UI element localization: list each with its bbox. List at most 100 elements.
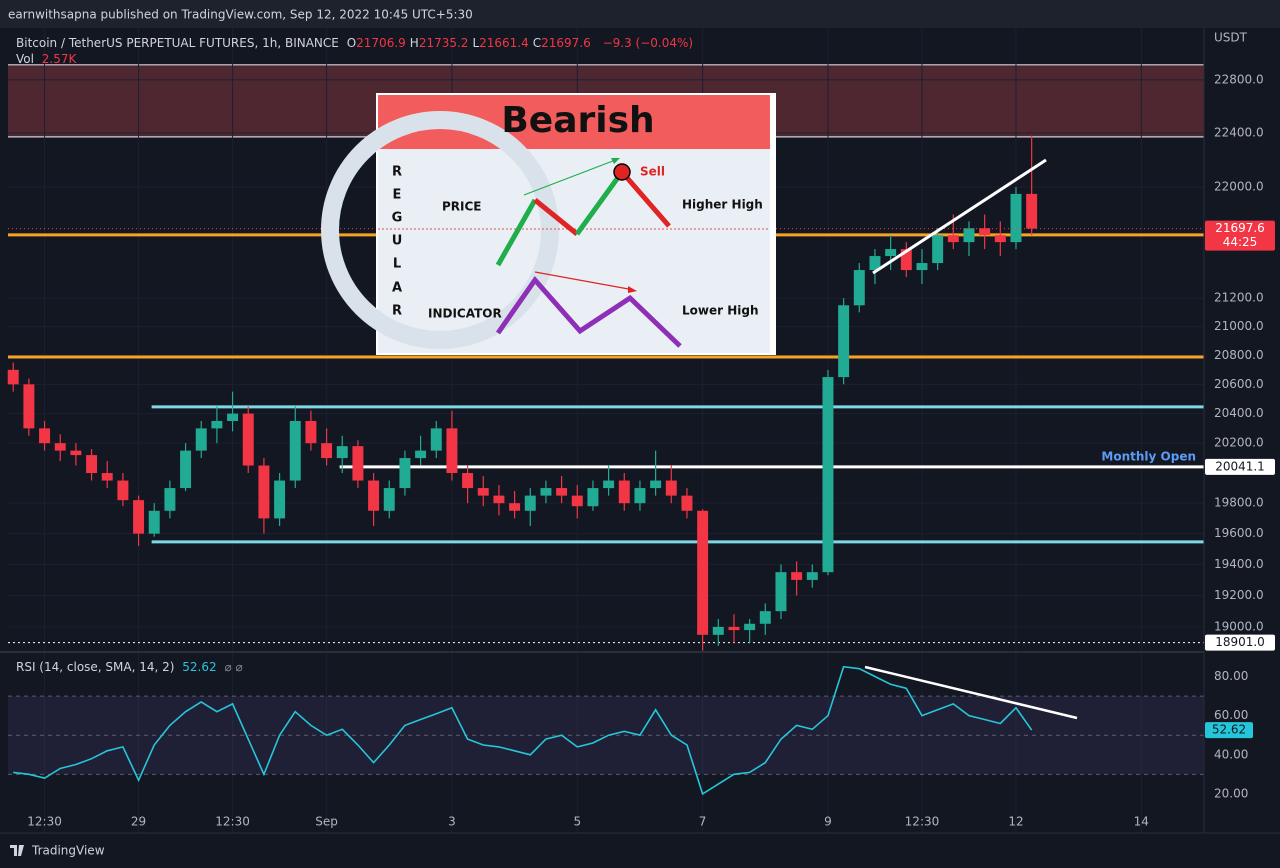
last-price-tag (1205, 220, 1275, 251)
price-label: PRICE (442, 200, 482, 214)
volume-legend: Vol 2.57K (16, 52, 80, 66)
ohlc-value: 21661.4 (479, 36, 529, 50)
candle-body (994, 235, 1006, 243)
candle-body (86, 455, 98, 474)
candle-body (70, 450, 82, 456)
candle-body (242, 413, 254, 466)
candle-body (399, 458, 411, 489)
candle-body (759, 611, 771, 624)
side-letter: R (392, 304, 402, 319)
candle-body (336, 446, 348, 459)
y-tick-label: 19400.0 (1214, 557, 1264, 571)
candle-body (712, 626, 724, 635)
candle-body (947, 235, 959, 243)
top-bar (0, 0, 1280, 28)
candle-body (1026, 193, 1038, 229)
candle-body (650, 480, 662, 489)
y-tick-label: 20.00 (1214, 786, 1248, 800)
y-tick-label: 22400.0 (1214, 126, 1264, 140)
rsi-line (13, 665, 1033, 796)
ohlc-label: C (532, 36, 542, 50)
candle-body (979, 228, 991, 236)
candle-body (540, 488, 552, 496)
candle-body (916, 263, 928, 271)
candle-body (415, 450, 427, 459)
candle-body (853, 270, 865, 306)
rsi-legend: RSI (14, close, SMA, 14, 2) 52.62 ⌀ ⌀ (16, 660, 247, 674)
candle-body (7, 369, 19, 385)
rsi-tag-text: 52.62 (1212, 723, 1246, 737)
candle-body (885, 249, 897, 257)
x-tick-label: 12:30 (27, 815, 62, 829)
candle-body (164, 488, 176, 511)
symbol: Bitcoin / TetherUS PERPETUAL FUTURES, 1h… (16, 36, 339, 50)
rsi-trendline (864, 665, 1078, 720)
volume-value: 2.57K (41, 52, 77, 66)
candle-body (571, 495, 583, 507)
candle-body (963, 228, 975, 243)
candle-body (509, 503, 521, 511)
candle-body (728, 626, 740, 631)
sell-label: Sell (640, 165, 665, 179)
y-tick-label: 19000.0 (1214, 619, 1264, 633)
candle-body (681, 495, 693, 511)
candle-body (791, 572, 803, 580)
y-tick-label: 20200.0 (1214, 436, 1264, 450)
candle-body (634, 488, 646, 504)
price-up-leg (495, 198, 538, 267)
y-tick-label: 20800.0 (1214, 348, 1264, 362)
side-letter: U (392, 234, 403, 249)
candle-body (618, 480, 630, 504)
ohlc-label: H (409, 36, 419, 50)
price-trendline (872, 158, 1047, 275)
x-tick-label: Sep (315, 815, 338, 829)
sell-dot (613, 163, 631, 181)
candle-body (211, 420, 223, 429)
last-price-text: 21697.6 (1215, 221, 1265, 235)
candle-body (1010, 193, 1022, 243)
inset-body (378, 149, 770, 353)
y-tick-label: 19600.0 (1214, 526, 1264, 540)
x-tick-label: 9 (824, 815, 832, 829)
candle-body (838, 305, 850, 378)
brand: TradingView (31, 844, 105, 858)
candle-body (462, 473, 474, 489)
rsi-title: RSI (14, close, SMA, 14, 2) (16, 660, 175, 674)
candle-body (352, 446, 364, 481)
brand-logo (10, 845, 24, 856)
x-tick-label: 14 (1134, 815, 1149, 829)
candle-body (305, 420, 317, 444)
candle-body (587, 488, 599, 507)
inset-title: Bearish (501, 100, 654, 141)
side-letter: L (393, 257, 401, 272)
arrow-head (628, 286, 637, 293)
candle-body (195, 428, 207, 451)
x-tick-label: 7 (699, 815, 707, 829)
rsi-value: 52.62 (182, 660, 217, 674)
indicator-zigzag (495, 275, 682, 348)
axis-unit: USDT (1214, 31, 1248, 45)
level-label: Monthly Open (1101, 449, 1196, 463)
arrow-head (611, 158, 620, 164)
candle-body (321, 443, 333, 459)
x-tick-label: 12 (1008, 815, 1023, 829)
bearish-inset: Bearish R E G U L A R PRICE INDICATOR Hi… (321, 93, 776, 355)
x-tick-label: 5 (573, 815, 581, 829)
candle-body (383, 488, 395, 511)
side-letter: A (392, 281, 402, 296)
candle-body (430, 428, 442, 451)
x-tick-label: 12:30 (215, 815, 250, 829)
y-tick-label: 60.00 (1214, 708, 1248, 722)
x-tick-label: 29 (131, 815, 146, 829)
candle-body (493, 495, 505, 504)
rsi-tag (1205, 722, 1253, 739)
candle-body (180, 450, 192, 489)
low-marker-tag (1205, 634, 1275, 651)
side-letter: G (392, 211, 403, 226)
candle-body (524, 495, 536, 511)
candle-body (227, 413, 239, 421)
low-marker-text: 18901.0 (1215, 635, 1265, 649)
candle-body (23, 384, 35, 429)
price-arrow (523, 158, 619, 196)
candle-body (900, 249, 912, 271)
